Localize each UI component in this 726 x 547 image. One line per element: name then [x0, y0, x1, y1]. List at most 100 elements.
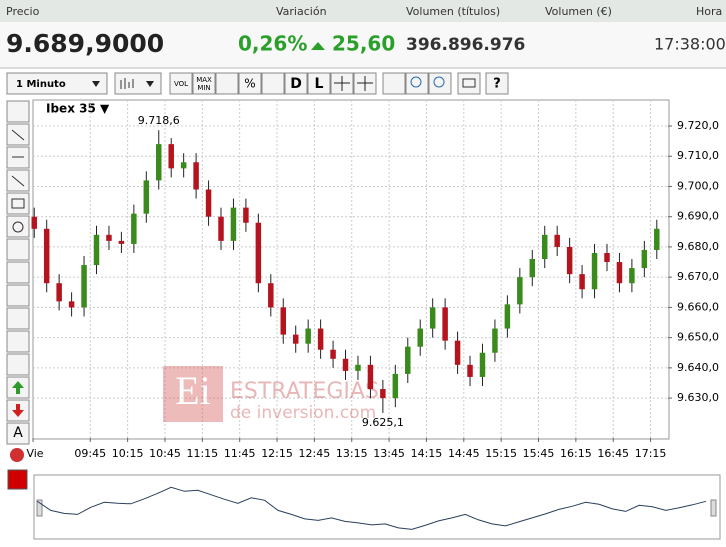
icon [12, 404, 24, 417]
print-button[interactable] [457, 72, 481, 95]
change-pct: 0,26% [238, 32, 307, 56]
candle-body [405, 346, 411, 374]
delete-tool[interactable] [10, 448, 24, 462]
drawing-tools: A [6, 100, 30, 490]
zoom-in-button[interactable] [428, 72, 452, 95]
icon [462, 78, 476, 88]
icon [12, 381, 24, 394]
candle-body [317, 328, 324, 350]
icon [120, 78, 134, 89]
candle-body [131, 213, 137, 244]
candle-body [429, 307, 436, 329]
candle-body [205, 189, 212, 217]
candle-body [118, 240, 125, 244]
candle-body [504, 304, 511, 329]
x-tick-label: 12:15 [261, 447, 293, 460]
tool[interactable] [6, 100, 30, 123]
candle-body [156, 144, 162, 181]
candle-body [492, 328, 498, 353]
l-button[interactable] [307, 72, 331, 95]
candle-body [43, 228, 50, 284]
candle-body [31, 216, 37, 229]
volume: 396.896.976 [406, 35, 525, 55]
button-label: D [290, 76, 302, 92]
y-tick-label: 9.700,0 [677, 179, 719, 192]
navigator-line [37, 486, 707, 530]
y-tick-label: 9.680,0 [677, 240, 719, 253]
color-picker[interactable] [7, 469, 28, 490]
candle-body [454, 340, 461, 365]
candle-body [355, 364, 361, 371]
y-tick-label: 9.640,0 [677, 361, 719, 374]
x-tick-label: 13:45 [373, 447, 405, 460]
y-tick-label: 9.630,0 [677, 391, 719, 404]
d-button[interactable] [284, 72, 308, 95]
x-tick-label: 15:45 [523, 447, 555, 460]
label: Variación [276, 5, 327, 18]
annotation: 9.718,6 [138, 114, 180, 127]
interval-select[interactable] [6, 72, 108, 95]
tool[interactable] [6, 284, 30, 307]
candle-body [180, 162, 187, 169]
candle-body [479, 352, 486, 377]
tool[interactable] [6, 238, 30, 261]
x-tick-label: 12:45 [299, 447, 331, 460]
zoom-button[interactable] [382, 72, 406, 95]
tool[interactable] [6, 307, 30, 330]
candle-body [392, 373, 399, 399]
x-tick-label: 17:15 [635, 447, 667, 460]
candle-body [106, 234, 112, 241]
button-label: MAX [196, 76, 212, 84]
candle-body [554, 234, 560, 247]
button-label: % [244, 77, 255, 91]
navigator-handle[interactable] [710, 499, 717, 517]
tool[interactable] [6, 353, 30, 376]
label: Volumen (€) [545, 5, 612, 18]
x-tick-label: 11:45 [224, 447, 256, 460]
interval: 1 Minuto [16, 79, 66, 90]
grid-button[interactable] [215, 72, 239, 95]
watermark-logo-box [163, 366, 223, 422]
zoom-out-button[interactable] [405, 72, 429, 95]
tool[interactable] [6, 215, 30, 238]
icon: ? [493, 77, 501, 92]
candle-body [579, 274, 585, 290]
navigator-handle[interactable] [36, 499, 43, 517]
tool[interactable] [6, 330, 30, 353]
icon [357, 76, 373, 91]
candle-body [616, 262, 623, 284]
chart-title: Ibex 35 ▼ [46, 102, 110, 116]
pct-button[interactable] [238, 72, 262, 95]
x-tick-label: 11:15 [186, 447, 218, 460]
up-arrow [311, 42, 325, 50]
tool[interactable] [6, 192, 30, 215]
tool[interactable] [6, 261, 30, 284]
vol-button[interactable] [169, 72, 193, 95]
candle-body [280, 307, 287, 335]
candle-body [93, 234, 100, 266]
maxmin-button[interactable] [192, 72, 216, 95]
candle-body [330, 349, 336, 359]
icon [11, 129, 25, 233]
tool-label: A [13, 425, 23, 441]
x-tick-label: 16:15 [560, 447, 592, 460]
candle-body [81, 265, 87, 308]
x-tick-label: 10:45 [149, 447, 181, 460]
compare-button[interactable] [261, 72, 285, 95]
candle-body [305, 328, 311, 344]
chart-type-button[interactable] [114, 72, 162, 95]
tool[interactable] [6, 422, 30, 445]
x-tick-label: 13:15 [336, 447, 368, 460]
watermark-text: ESTRATEGIAS [230, 379, 379, 404]
button-label: VOL [174, 80, 188, 88]
help-button[interactable] [485, 72, 509, 95]
watermark-logo: Ei [175, 368, 211, 413]
button-label: MIN [197, 84, 210, 92]
candle-body [604, 252, 610, 263]
candle-body [529, 259, 536, 278]
candle-body [541, 234, 548, 260]
x-tick-label: 15:15 [485, 447, 517, 460]
candle-body [243, 207, 249, 223]
candle-body [56, 283, 62, 302]
